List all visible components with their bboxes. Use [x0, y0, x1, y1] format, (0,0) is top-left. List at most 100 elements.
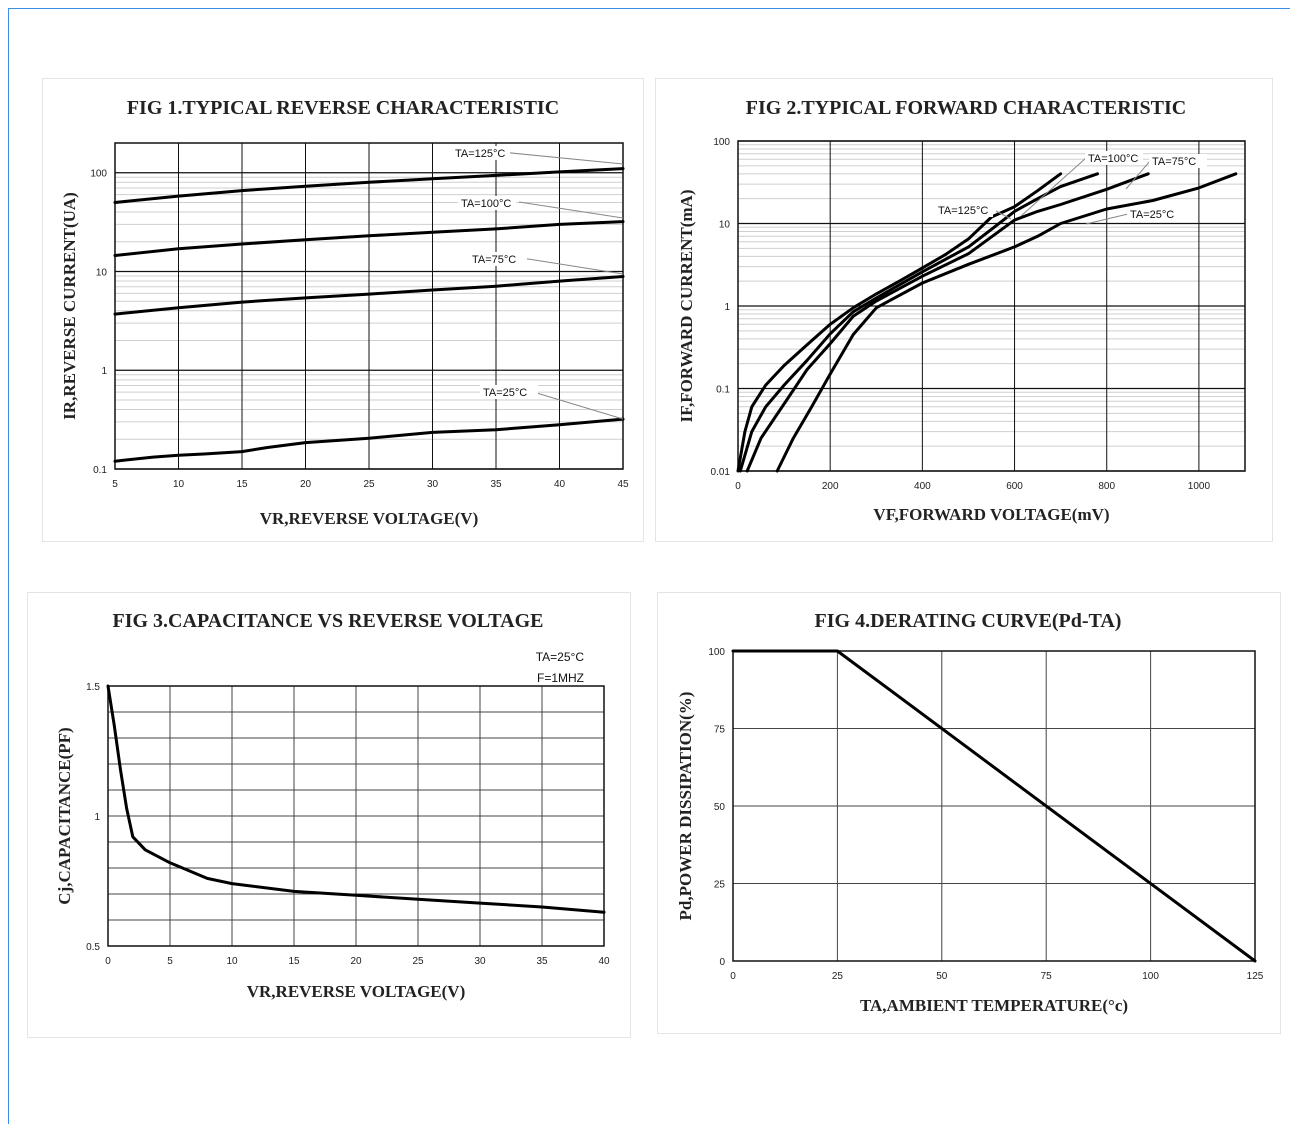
x-tick-label: 10: [226, 956, 238, 967]
chart-title: FIG 2.TYPICAL FORWARD CHARACTERISTIC: [746, 97, 1186, 119]
label-background: [469, 252, 527, 266]
series-label: TA=25°C: [1130, 209, 1174, 221]
x-tick-label: 800: [1098, 481, 1115, 492]
plot-frame: [732, 650, 1256, 962]
x-tick-label: 25: [412, 956, 424, 967]
y-axis-label: Pd,POWER DISSIPATION(%): [676, 692, 695, 921]
y-axis-label: IF,FORWARD CURRENT(mA): [677, 190, 696, 423]
chart-title: FIG 1.TYPICAL REVERSE CHARACTERISTIC: [127, 97, 559, 119]
x-tick-label: 20: [350, 956, 362, 967]
label-background: [1127, 207, 1185, 221]
x-axis-label: VR,REVERSE VOLTAGE(V): [260, 509, 479, 528]
fig4-panel: FIG 4.DERATING CURVE(Pd-TA) 0 25 50 75 100 0 25…: [657, 592, 1281, 1034]
leader-line: [500, 151, 624, 165]
x-tick-label: 25: [363, 479, 375, 490]
y-tick-label: 0.01: [711, 467, 731, 478]
plot-frame: [114, 142, 624, 470]
x-axis-label: VR,REVERSE VOLTAGE(V): [247, 982, 466, 1001]
y-tick-label: 100: [713, 137, 730, 148]
series-line-ta-75-c: [745, 172, 1150, 473]
series-label: TA=100°C: [461, 198, 511, 210]
x-tick-label: 125: [1247, 971, 1264, 982]
x-tick-label: 0: [735, 481, 741, 492]
fig2-panel: FIG 2.TYPICAL FORWARD CHARACTERISTIC 0.01…: [655, 78, 1273, 542]
x-tick-label: 45: [617, 479, 629, 490]
fig3-panel: FIG 3.CAPACITANCE VS REVERSE VOLTAGE 0.5 1…: [27, 592, 631, 1038]
x-tick-label: 40: [598, 956, 610, 967]
x-tick-label: 15: [288, 956, 300, 967]
x-tick-label: 30: [427, 479, 439, 490]
x-tick-label: 0: [730, 971, 736, 982]
x-tick-label: 0: [105, 956, 111, 967]
series-line-ta-100-c: [738, 172, 1099, 473]
x-tick-label: 35: [490, 479, 502, 490]
y-axis-label: IR,REVERSE CURRENT(UA): [60, 192, 79, 420]
x-axis-label: VF,FORWARD VOLTAGE(mV): [873, 505, 1109, 524]
y-tick-label: 100: [708, 647, 725, 658]
fig2-chart: FIG 2.TYPICAL FORWARD CHARACTERISTIC 0.01…: [677, 97, 1246, 524]
series-line-ta-125-c: [113, 167, 625, 204]
series-label: TA=75°C: [472, 254, 516, 266]
y-tick-label: 1: [101, 366, 107, 377]
y-tick-label: 0: [719, 957, 725, 968]
series-label: TA=125°C: [455, 148, 505, 160]
leader-line: [995, 210, 1012, 220]
series-label: TA=100°C: [1088, 153, 1138, 165]
series-label: TA=125°C: [938, 205, 988, 217]
x-tick-label: 5: [112, 479, 118, 490]
x-tick-label: 10: [173, 479, 185, 490]
x-tick-label: 30: [474, 956, 486, 967]
x-tick-label: 25: [832, 971, 844, 982]
label-background: [480, 385, 538, 399]
chart-title: FIG 3.CAPACITANCE VS REVERSE VOLTAGE: [113, 610, 544, 632]
x-tick-label: 35: [536, 956, 548, 967]
y-tick-label: 0.5: [86, 942, 100, 953]
series-line-main: [731, 649, 1257, 963]
leader-line: [1020, 157, 1087, 217]
x-tick-label: 1000: [1188, 481, 1211, 492]
x-tick-label: 5: [167, 956, 173, 967]
leader-line: [529, 390, 624, 420]
y-axis-label: Cj,CAPACITANCE(PF): [55, 727, 74, 904]
y-tick-label: 10: [96, 267, 108, 278]
fig1-panel: FIG 1.TYPICAL REVERSE CHARACTERISTIC 0.1 1…: [42, 78, 644, 542]
plot-frame: [107, 685, 605, 947]
label-background: [1085, 151, 1143, 165]
x-tick-label: 15: [236, 479, 248, 490]
series-label: TA=75°C: [1152, 156, 1196, 168]
x-axis-label: TA,AMBIENT TEMPERATURE(°c): [860, 996, 1128, 1015]
label-background: [452, 146, 510, 160]
x-tick-label: 20: [300, 479, 312, 490]
y-tick-label: 0.1: [716, 385, 730, 396]
page-border: [8, 8, 1290, 1124]
series-line-ta-100-c: [113, 220, 625, 257]
leader-line: [1085, 213, 1129, 225]
label-background: [1149, 154, 1207, 168]
x-tick-label: 600: [1006, 481, 1023, 492]
y-tick-label: 10: [719, 220, 731, 231]
leader-line: [1125, 160, 1151, 190]
series-line-ta-75-c: [113, 275, 625, 316]
series-line-ta-25-c: [775, 172, 1238, 473]
y-tick-label: 0.1: [93, 465, 107, 476]
label-background: [458, 196, 516, 210]
y-tick-label: 100: [90, 169, 107, 180]
leader-line: [521, 257, 624, 275]
x-tick-label: 40: [554, 479, 566, 490]
fig1-chart: FIG 1.TYPICAL REVERSE CHARACTERISTIC 0.1 1…: [60, 97, 629, 528]
annotation-text: F=1MHZ: [537, 671, 584, 685]
y-tick-label: 50: [714, 802, 726, 813]
y-tick-label: 75: [714, 725, 726, 736]
series-line-main: [106, 684, 606, 914]
label-background: [935, 203, 993, 217]
series-label: TA=25°C: [483, 387, 527, 399]
x-tick-label: 200: [822, 481, 839, 492]
y-tick-label: 1: [724, 302, 730, 313]
leader-line: [518, 201, 624, 219]
fig4-chart: FIG 4.DERATING CURVE(Pd-TA) 0 25 50 75 100 0 25…: [676, 610, 1264, 1015]
plot-frame: [737, 140, 1246, 472]
chart-title: FIG 4.DERATING CURVE(Pd-TA): [815, 610, 1122, 632]
y-tick-label: 1: [94, 812, 100, 823]
series-line-ta-25-c: [113, 417, 625, 463]
x-tick-label: 75: [1041, 971, 1053, 982]
